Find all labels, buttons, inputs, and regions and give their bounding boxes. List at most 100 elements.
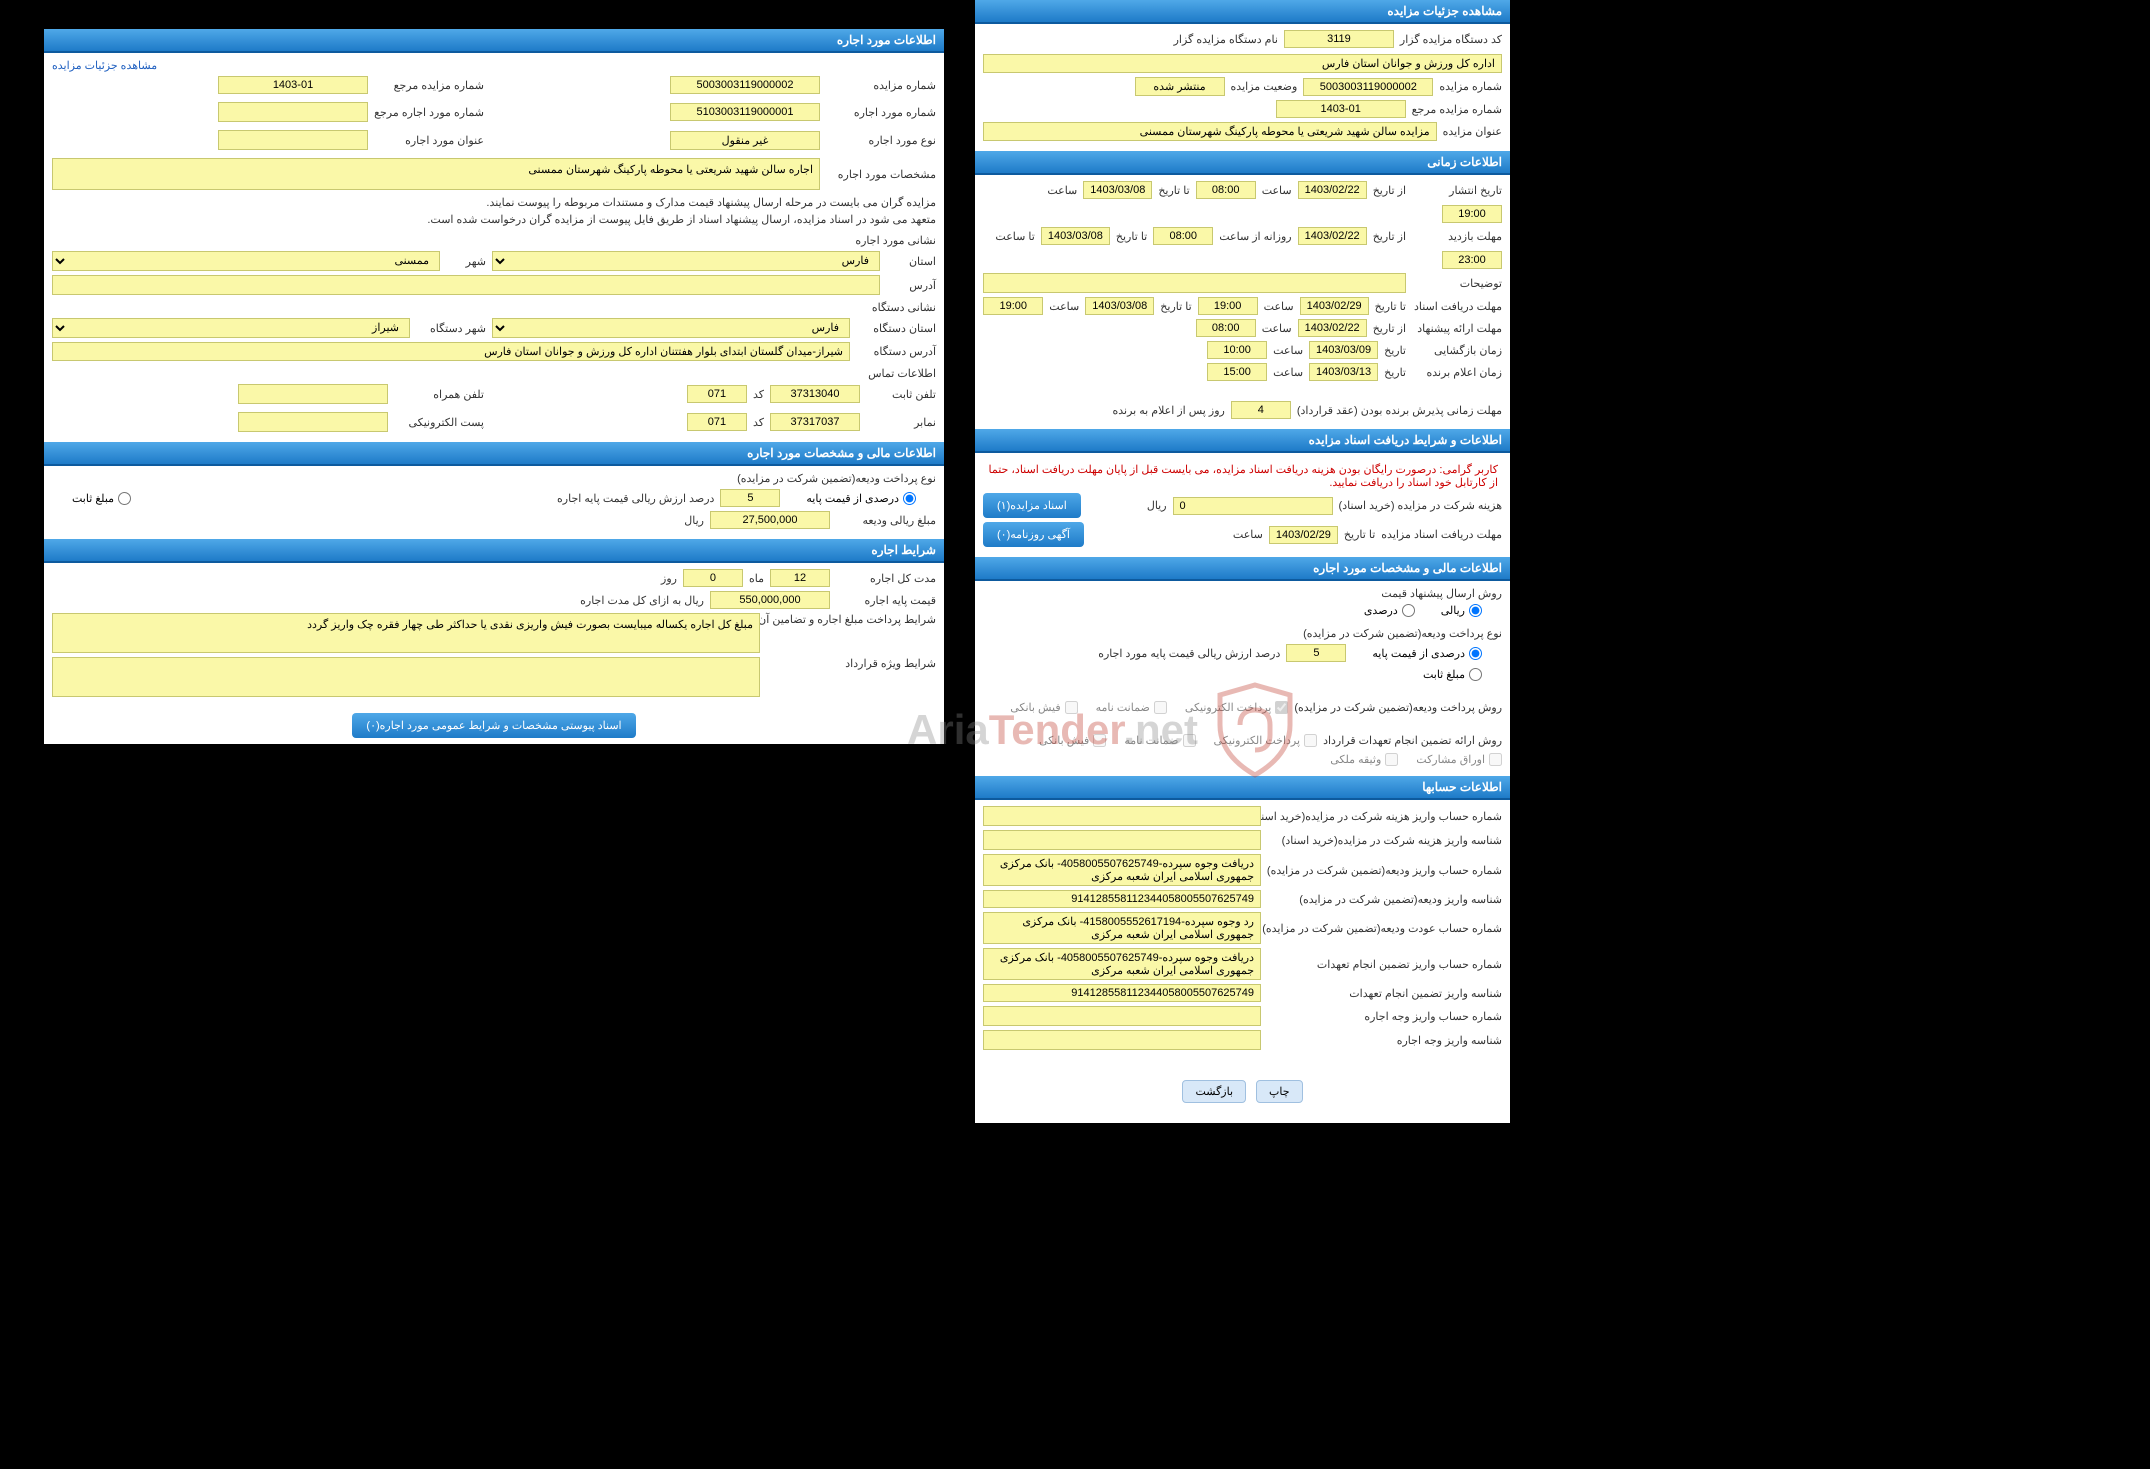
radio-fixed-r[interactable]: مبلغ ثابت: [1423, 668, 1482, 681]
value-rent-no: 5103003119000001: [670, 103, 820, 121]
check-commit-shares-input[interactable]: [1489, 753, 1502, 766]
check-commit-guarantee[interactable]: ضمانت نامه: [1124, 734, 1195, 747]
check-guarantee-input[interactable]: [1154, 701, 1167, 714]
back-button[interactable]: بازگشت: [1182, 1080, 1246, 1103]
value-return-acct: رد وجوه سپرده-4158005552617194- بانک مرک…: [983, 912, 1261, 944]
check-commit-elec-input[interactable]: [1304, 734, 1317, 747]
section-header-timing: اطلاعات زمانی: [975, 151, 1510, 175]
label-rent-no: شماره مورد اجاره: [826, 106, 936, 119]
radio-basepct-l[interactable]: درصدی از قیمت پایه: [806, 492, 916, 505]
radio-riali-input[interactable]: [1469, 604, 1482, 617]
section-header-rent-terms: شرایط اجاره: [44, 539, 944, 563]
rental-body: مشاهده جزئیات مزایده شماره مزایده 500300…: [44, 53, 944, 442]
device-city-select[interactable]: شیراز: [52, 318, 410, 338]
auction-details-panel: مشاهده جزئیات مزایده کد دستگاه مزایده گز…: [975, 0, 1510, 1123]
label-basepct-after-l: درصد ارزش ریالی قیمت پایه اجاره: [557, 492, 714, 505]
label-rent-id: شناسه واریز وجه اجاره: [1267, 1034, 1502, 1047]
check-commit-deed[interactable]: وثیقه ملکی: [1330, 753, 1398, 766]
device-province-select[interactable]: فارس: [492, 318, 850, 338]
radio-fixed-l-input[interactable]: [118, 492, 131, 505]
label-email: پست الکترونیکی: [394, 416, 484, 429]
label-winner-deadline: مهلت زمانی پذیرش برنده بودن (عقد قرارداد…: [1297, 404, 1502, 417]
label-time-1: ساعت: [1262, 184, 1292, 197]
attachments-button[interactable]: اسناد پیوستی مشخصات و شرایط عمومی مورد ا…: [352, 713, 635, 738]
value-base-price: 550,000,000: [710, 591, 830, 609]
label-doc-deadline: مهلت دریافت اسناد: [1412, 300, 1502, 313]
label-phone: تلفن ثابت: [866, 388, 936, 401]
section-header-details: مشاهده جزئیات مزایده: [975, 0, 1510, 24]
check-elec[interactable]: پرداخت الکترونیکی: [1185, 701, 1289, 714]
check-commit-guarantee-input[interactable]: [1183, 734, 1196, 747]
section-header-rental: اطلاعات مورد اجاره: [44, 29, 944, 53]
financial-body-l: نوع پرداخت ودیعه(تضمین شرکت در مزایده) د…: [44, 466, 944, 539]
label-to-date-3: تا تاریخ: [1375, 300, 1406, 313]
print-button[interactable]: چاپ: [1256, 1080, 1303, 1103]
value-device-address: شیراز-میدان گلستان ابتدای بلوار هفتتنان …: [52, 342, 850, 361]
city-select[interactable]: ممسنی: [52, 251, 440, 271]
radio-riali[interactable]: ریالی: [1441, 604, 1482, 617]
value-contract-terms: [52, 657, 760, 697]
value-visit-to-time: 23:00: [1442, 251, 1502, 269]
details-link[interactable]: مشاهده جزئیات مزایده: [52, 60, 157, 72]
value-day: 0: [683, 569, 743, 587]
check-commit-elec[interactable]: پرداخت الکترونیکی: [1214, 734, 1318, 747]
label-date-5: تاریخ: [1384, 344, 1406, 357]
check-guarantee[interactable]: ضمانت نامه: [1096, 701, 1167, 714]
label-time-7: ساعت: [1233, 528, 1263, 541]
province-select[interactable]: فارس: [492, 251, 880, 271]
check-bank-input[interactable]: [1065, 701, 1078, 714]
value-doc-time: 19:00: [1198, 297, 1258, 315]
radio-percent[interactable]: درصدی: [1364, 604, 1415, 617]
label-to-time: تا ساعت: [995, 230, 1034, 243]
accounts-body: شماره حساب واریز هزینه شرکت در مزایده(خر…: [975, 800, 1510, 1060]
radio-basepct-l-input[interactable]: [903, 492, 916, 505]
radio-fixed-l[interactable]: مبلغ ثابت: [72, 492, 131, 505]
label-date-6: تاریخ: [1384, 366, 1406, 379]
radio-basepct-r[interactable]: درصدی از قیمت پایه: [1372, 647, 1482, 660]
label-basepct-after-r: درصد ارزش ریالی قیمت پایه مورد اجاره: [1098, 647, 1280, 660]
radio-percent-input[interactable]: [1402, 604, 1415, 617]
label-return-acct: شماره حساب عودت ودیعه(تضمین شرکت در مزای…: [1267, 922, 1502, 935]
value-proposal-time: 08:00: [1196, 319, 1256, 337]
value-rent-specs: اجاره سالن شهید شریعتی یا محوطه پارکینگ …: [52, 158, 820, 190]
check-commit-bank[interactable]: فیش بانکی: [1039, 734, 1106, 747]
section-header-accounts: اطلاعات حسابها: [975, 776, 1510, 800]
label-base-price-after: ریال به ازای کل مدت اجاره: [580, 594, 704, 607]
docs-button[interactable]: اسناد مزایده(۱): [983, 493, 1081, 518]
note-1: مزایده گران می بایست در مرحله ارسال پیشن…: [52, 194, 936, 211]
label-device-city: شهر دستگاه: [416, 322, 486, 335]
label-deposit-type-r: نوع پرداخت ودیعه(تضمین شرکت در مزایده): [1303, 627, 1502, 640]
label-to-date-3b: تا تاریخ: [1160, 300, 1191, 313]
value-visit-from: 1403/02/22: [1298, 227, 1367, 245]
label-rent-ref: شماره مورد اجاره مرجع: [374, 106, 484, 119]
check-commit-bank-input[interactable]: [1093, 734, 1106, 747]
check-bank[interactable]: فیش بانکی: [1010, 701, 1077, 714]
label-visit: مهلت بازدید: [1412, 230, 1502, 243]
value-rent-id: [983, 1030, 1261, 1050]
radio-fixed-r-input[interactable]: [1469, 668, 1482, 681]
label-rial-1: ریال: [1147, 499, 1167, 512]
value-announce-time: 15:00: [1207, 363, 1267, 381]
value-rent-acct: [983, 1006, 1261, 1026]
label-base-price: قیمت پایه اجاره: [836, 594, 936, 607]
label-time-3: ساعت: [1264, 300, 1294, 313]
label-daily-from: روزانه از ساعت: [1219, 230, 1291, 243]
label-doc-deadline-2: مهلت دریافت اسناد مزایده: [1381, 528, 1502, 541]
check-elec-input[interactable]: [1275, 701, 1288, 714]
label-day: روز: [661, 572, 677, 585]
label-auction-no-l: شماره مزایده: [826, 79, 936, 92]
label-commit-acct: شماره حساب واریز تضمین انجام تعهدات: [1267, 958, 1502, 971]
label-device-address-header: نشانی دستگاه: [872, 301, 936, 314]
label-to-date-1: تا تاریخ: [1158, 184, 1189, 197]
check-commit-deed-input[interactable]: [1385, 753, 1398, 766]
daily-ad-button[interactable]: آگهی روزنامه(۰): [983, 522, 1084, 547]
check-commit-shares[interactable]: اوراق مشارکت: [1416, 753, 1502, 766]
value-doc-deadline2: 1403/02/29: [1269, 526, 1338, 544]
value-doc-to2: 1403/03/08: [1085, 297, 1154, 315]
label-deposit-type-l: نوع پرداخت ودیعه(تضمین شرکت در مزایده): [737, 472, 936, 485]
label-from-date-2: از تاریخ: [1373, 230, 1406, 243]
section-header-financial-l: اطلاعات مالی و مشخصات مورد اجاره: [44, 442, 944, 466]
docs-body: کاربر گرامی: درصورت رایگان بودن هزینه در…: [975, 453, 1510, 557]
radio-basepct-r-input[interactable]: [1469, 647, 1482, 660]
label-desc: توضیحات: [1412, 277, 1502, 290]
